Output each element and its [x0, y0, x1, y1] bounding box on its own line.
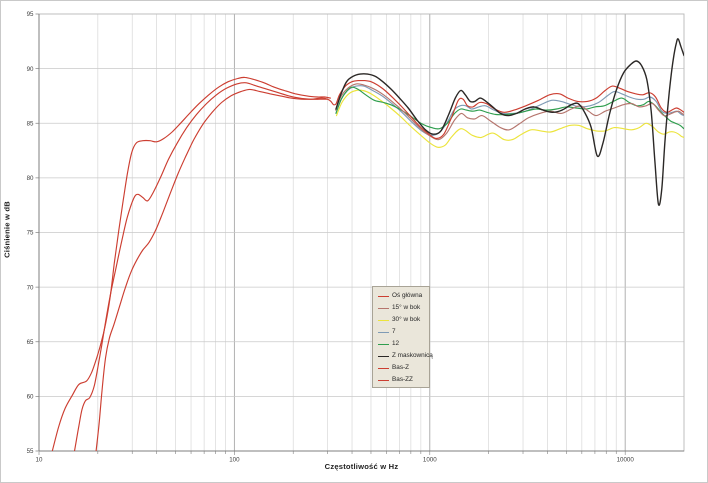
series-line-z-maskownic [335, 38, 684, 206]
y-tick-label: 90 [27, 66, 34, 73]
legend-item-bas-zz: Bas-ZZ [378, 374, 427, 386]
legend-item-label: 30° w bok [392, 315, 421, 323]
legend-item-label: Z maskownicą [392, 351, 433, 359]
y-tick-label: 75 [27, 230, 34, 237]
series-line-o-g-wna [95, 79, 684, 451]
gridlines [35, 13, 684, 455]
legend-line-swatch [378, 307, 389, 309]
legend-line-swatch [378, 343, 389, 345]
x-tick-label: 10000 [617, 457, 635, 464]
legend-item-label: Bas-ZZ [392, 375, 413, 383]
legend-item-label: 15° w bok [392, 303, 421, 311]
y-tick-label: 65 [27, 339, 34, 346]
y-tick-label: 80 [27, 175, 34, 182]
legend-item-z-maskownic: Z maskownicą [378, 350, 433, 362]
legend-line-swatch [378, 367, 389, 369]
x-tick-label: 1000 [423, 457, 437, 464]
chart-legend: Oś główna 15° w bok 30° w bok 7 12 Z maskowni… [372, 286, 433, 388]
y-tick-label: 70 [27, 284, 34, 291]
legend-item-bas-z: Bas-Z [378, 362, 427, 374]
y-tick-label: 60 [27, 394, 34, 401]
legend-line-swatch [378, 331, 389, 333]
x-axis-title: Częstotliwość w Hz [324, 462, 399, 471]
legend-item-label: 7 [392, 327, 396, 335]
legend-line-swatch [378, 355, 389, 357]
y-axis-title: Ciśnienie w dB [2, 201, 12, 258]
curves [51, 38, 684, 451]
legend-item-30-w-bok: 30° w bok [378, 314, 427, 326]
legend-item-7: 7 [378, 326, 427, 338]
legend-line-swatch [378, 295, 389, 297]
legend-line-swatch [378, 319, 389, 321]
x-tick-label: 100 [229, 457, 240, 464]
legend-item-label: Bas-Z [392, 363, 410, 371]
y-tick-label: 55 [27, 448, 34, 455]
legend-item-12: 12 [378, 338, 427, 350]
legend-item-label: Oś główna [392, 291, 423, 299]
legend-item-o-g-wna: Oś główna [378, 290, 427, 302]
x-tick-label: 10 [36, 457, 43, 464]
series-line-bas-z [73, 82, 329, 451]
y-tick-label: 95 [27, 11, 34, 18]
series-line-12 [335, 86, 684, 130]
y-tick-label: 85 [27, 120, 34, 127]
legend-line-swatch [378, 379, 389, 381]
tick-labels: 55 60 65 70 75 80 85 90 95 10 100 1000 10000 [27, 11, 635, 463]
legend-item-15-w-bok: 15° w bok [378, 302, 427, 314]
legend-item-label: 12 [392, 339, 400, 347]
series-line-bas-zz [51, 76, 331, 451]
